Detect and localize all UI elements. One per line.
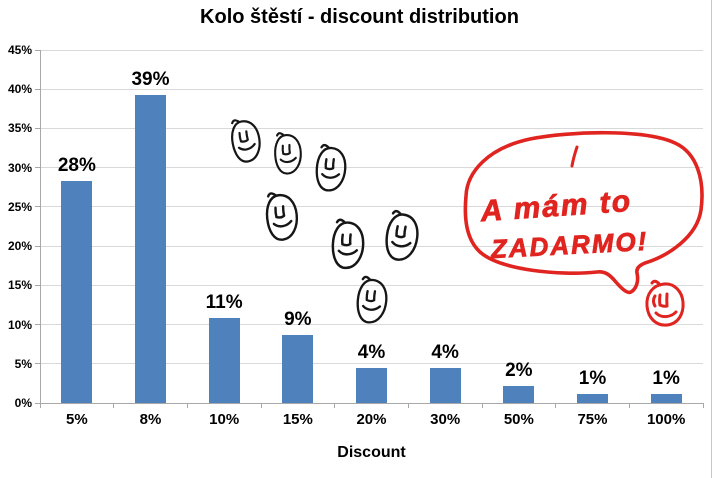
bar-value-label: 1% (578, 368, 607, 390)
y-axis-tick (35, 402, 40, 404)
x-axis-title: Discount (337, 444, 406, 461)
gridline (40, 324, 703, 326)
sad-face-doodle (315, 143, 347, 192)
sad-face-path (331, 218, 365, 270)
y-axis-label: 5% (14, 356, 32, 371)
y-axis-line (39, 50, 41, 403)
happy-face-doodle (645, 279, 685, 327)
speech-bubble-text-line-2: ZADARMO! (489, 226, 649, 264)
happy-face-outline (645, 279, 685, 327)
x-axis-category-label: 75% (577, 411, 608, 428)
x-axis-line (40, 402, 704, 404)
y-axis-label: 15% (7, 278, 32, 293)
y-axis-tick (35, 363, 40, 365)
chart-title: Kolo štěstí - discount distribution (200, 6, 519, 28)
bar-value-label: 11% (205, 292, 243, 314)
sad-face-doodle (265, 192, 299, 241)
sad-face-path (385, 209, 419, 261)
x-axis-tick (702, 403, 704, 408)
y-axis-tick (35, 167, 40, 169)
y-axis-tick (35, 206, 40, 208)
bar (577, 394, 608, 403)
bar-value-label: 1% (652, 368, 680, 390)
gridline (40, 49, 703, 51)
bar-value-label: 39% (131, 69, 170, 91)
bar-value-label: 2% (505, 359, 533, 381)
x-axis-tick (481, 403, 483, 408)
bar-value-label: 9% (284, 308, 312, 330)
y-axis-tick (35, 245, 40, 247)
y-axis-tick (35, 88, 40, 90)
y-axis-label: 0% (14, 396, 32, 410)
x-axis-category-label: 5% (65, 411, 88, 428)
gridline (40, 88, 703, 90)
sad-face-doodle (385, 209, 419, 261)
bar (282, 334, 314, 403)
y-axis-tick (35, 127, 40, 129)
speech-bubble-text-line-1: A mám to (479, 185, 634, 229)
bar-value-label: 28% (57, 155, 96, 176)
bar (650, 394, 682, 403)
x-axis-category-label: 20% (356, 411, 387, 428)
x-axis-tick (407, 403, 409, 408)
y-axis-tick (35, 284, 40, 286)
x-axis-category-label: 8% (139, 411, 162, 428)
x-axis-category-label: 15% (282, 411, 313, 428)
gridline (40, 167, 703, 169)
gridline (40, 363, 703, 365)
x-axis-tick (555, 403, 557, 408)
x-axis-tick (334, 403, 336, 408)
chart-frame-border (711, 0, 712, 478)
y-axis-tick (35, 324, 40, 326)
x-axis-tick (628, 403, 630, 408)
x-axis-category-label: 100% (646, 411, 686, 428)
y-axis-label: 20% (7, 239, 32, 254)
x-axis-tick (186, 403, 188, 408)
gridline (40, 206, 703, 208)
sad-face-path (315, 143, 347, 192)
bar (503, 385, 535, 403)
gridline (40, 284, 703, 286)
sad-face-path (231, 119, 261, 163)
gridline (40, 127, 703, 129)
bar-value-label: 4% (431, 342, 459, 364)
bar (356, 368, 387, 403)
bar (429, 368, 461, 403)
y-axis-label: 25% (7, 199, 32, 214)
x-axis-tick (39, 403, 41, 408)
bar (135, 95, 166, 403)
y-axis-label: 30% (7, 160, 32, 175)
y-axis-label: 45% (7, 43, 32, 57)
bar-value-label: 4% (357, 342, 386, 364)
happy-face-features (652, 292, 678, 319)
sad-face-path (274, 132, 302, 175)
x-axis-tick (260, 403, 262, 408)
x-axis-category-label: 50% (503, 411, 534, 428)
speech-bubble-outline (463, 130, 704, 295)
speech-bubble-doodle: A mám to ZADARMO! (463, 130, 704, 295)
sad-face-doodle (274, 132, 302, 175)
sad-face-path (356, 275, 388, 324)
bar (61, 181, 93, 403)
y-axis-label: 35% (7, 121, 32, 136)
accent-stroke (570, 145, 579, 168)
sad-face-path (265, 192, 299, 241)
sad-face-doodle (356, 275, 388, 324)
sad-face-doodle (331, 218, 365, 270)
sad-face-doodle (231, 119, 261, 163)
x-axis-tick (113, 403, 115, 408)
y-axis-label: 40% (7, 82, 32, 97)
x-axis-category-label: 30% (430, 411, 461, 428)
bar (208, 318, 240, 403)
gridline (40, 245, 703, 247)
y-axis-label: 10% (7, 317, 32, 332)
y-axis-tick (35, 49, 40, 51)
x-axis-category-label: 10% (209, 411, 240, 428)
